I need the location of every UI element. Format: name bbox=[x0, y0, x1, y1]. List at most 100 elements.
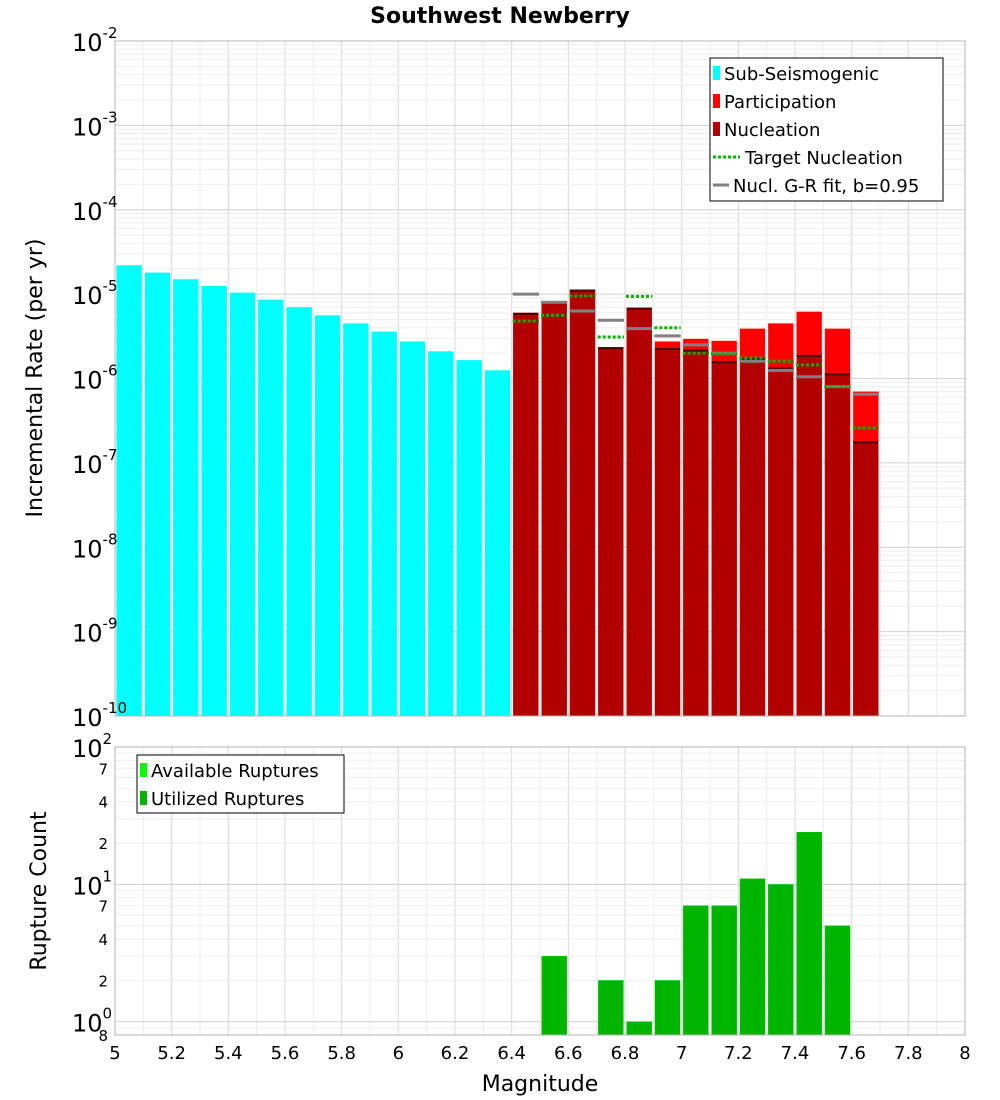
y-tick-exponent: -5 bbox=[103, 277, 118, 295]
legend-label-participation: Participation bbox=[724, 92, 836, 113]
bar-nucleation bbox=[824, 373, 851, 716]
bottom-y-minor-tick-label: 7 bbox=[98, 760, 108, 778]
bar-sub-seismogenic bbox=[484, 370, 511, 716]
bar-sub-seismogenic bbox=[201, 285, 227, 716]
y-tick-base: 10 bbox=[72, 198, 103, 226]
y-tick-base: 10 bbox=[72, 735, 103, 763]
bar-utilized-ruptures bbox=[768, 884, 794, 1035]
top-y-tick-label: 10-8 bbox=[72, 530, 118, 563]
top-y-tick-label: 10-3 bbox=[72, 108, 118, 141]
bar-sub-seismogenic bbox=[428, 351, 454, 716]
legend-label-nucleation: Nucleation bbox=[724, 120, 820, 141]
y-tick-base: 10 bbox=[72, 535, 103, 563]
x-tick-label: 5.4 bbox=[214, 1043, 243, 1064]
y-tick-base: 10 bbox=[72, 367, 103, 395]
bar-sub-seismogenic bbox=[229, 292, 256, 716]
x-tick-label: 6.4 bbox=[497, 1043, 526, 1064]
x-axis-label: Magnitude bbox=[482, 1072, 599, 1097]
y-tick-exponent: -4 bbox=[103, 193, 118, 211]
y-tick-base: 10 bbox=[72, 451, 103, 479]
x-tick-label: 8 bbox=[959, 1043, 970, 1064]
y-tick-base: 10 bbox=[72, 282, 103, 310]
x-tick-label: 7.4 bbox=[781, 1043, 810, 1064]
bar-sub-seismogenic bbox=[399, 341, 426, 716]
bottom-y-minor-tick-label: 4 bbox=[98, 794, 108, 812]
bar-utilized-ruptures bbox=[541, 956, 567, 1035]
top-y-tick-label: 10-6 bbox=[72, 362, 118, 395]
y-tick-base: 10 bbox=[72, 1010, 103, 1038]
top-legend: Sub-Seismogenic Participation Nucleation… bbox=[709, 57, 944, 202]
x-axis: 5 5.2 5.4 5.6 5.8 6 6.2 6.4 6.6 6.8 7 7.2 7.4 7.6 7.8 8 bbox=[109, 1043, 970, 1064]
top-y-tick-label: 10-5 bbox=[72, 277, 118, 310]
bar-utilized-ruptures bbox=[824, 925, 851, 1035]
y-tick-exponent: 0 bbox=[103, 1005, 113, 1023]
x-tick-label: 5.2 bbox=[157, 1043, 186, 1064]
bottom-plot-frame bbox=[114, 746, 966, 1036]
x-tick-label: 5 bbox=[109, 1043, 120, 1064]
bottom-y-tick-label: 101 bbox=[72, 867, 112, 900]
top-grid bbox=[114, 41, 966, 717]
x-tick-label: 7 bbox=[676, 1043, 687, 1064]
x-tick-label: 6.8 bbox=[611, 1043, 640, 1064]
bottom-y-minor-tick-label: 7 bbox=[98, 898, 108, 916]
bar-sub-seismogenic bbox=[116, 265, 142, 716]
x-tick-label: 7.2 bbox=[724, 1043, 753, 1064]
bar-nucleation bbox=[598, 347, 624, 716]
x-tick-label: 5.8 bbox=[327, 1043, 356, 1064]
chart-title: Southwest Newberry bbox=[370, 4, 630, 29]
legend-label-available-ruptures: Available Ruptures bbox=[151, 761, 319, 782]
bar-sub-seismogenic bbox=[173, 279, 199, 716]
x-tick-label: 6 bbox=[393, 1043, 404, 1064]
bar-sub-seismogenic bbox=[314, 315, 341, 716]
bottom-y-tick-label: 102 bbox=[72, 730, 112, 763]
legend-swatch-sub-seismogenic bbox=[713, 66, 720, 80]
y-tick-base: 10 bbox=[72, 704, 103, 732]
y-tick-exponent: -9 bbox=[103, 615, 118, 633]
bar-sub-seismogenic bbox=[144, 272, 171, 716]
bar-sub-seismogenic bbox=[286, 307, 312, 716]
legend-label-target-nucleation: Target Nucleation bbox=[744, 148, 903, 169]
bar-nucleation bbox=[513, 312, 539, 716]
bar-utilized-ruptures bbox=[598, 980, 624, 1035]
bottom-y-minor-tick-label: 2 bbox=[98, 835, 108, 853]
top-y-tick-label: 10-2 bbox=[72, 24, 118, 57]
y-tick-exponent: -2 bbox=[103, 24, 118, 42]
y-tick-base: 10 bbox=[72, 872, 103, 900]
bar-nucleation bbox=[626, 307, 652, 716]
bar-utilized-ruptures bbox=[796, 832, 822, 1035]
y-tick-exponent: 2 bbox=[103, 730, 113, 748]
bar-nucleation bbox=[654, 347, 681, 716]
top-y-axis: 10-210-310-410-510-610-710-810-910-10 bbox=[72, 24, 127, 732]
legend-label-utilized-ruptures: Utilized Ruptures bbox=[151, 789, 304, 810]
bar-nucleation bbox=[711, 361, 737, 716]
bar-utilized-ruptures bbox=[739, 878, 766, 1035]
legend-label-gr-fit: Nucl. G-R fit, b=0.95 bbox=[733, 176, 919, 197]
y-tick-exponent: -10 bbox=[103, 699, 128, 717]
x-tick-label: 7.8 bbox=[894, 1043, 923, 1064]
top-y-tick-label: 10-10 bbox=[72, 699, 127, 732]
top-bars bbox=[116, 265, 879, 716]
top-y-tick-label: 10-7 bbox=[72, 446, 118, 479]
bottom-bars bbox=[541, 832, 851, 1035]
bottom-y-tick-label: 100 bbox=[72, 1005, 112, 1038]
bar-nucleation bbox=[853, 441, 879, 716]
bar-sub-seismogenic bbox=[343, 323, 369, 716]
y-tick-exponent: -7 bbox=[103, 446, 118, 464]
bar-nucleation bbox=[739, 357, 766, 716]
x-tick-label: 5.6 bbox=[271, 1043, 300, 1064]
bottom-legend: Available Ruptures Utilized Ruptures bbox=[136, 754, 345, 814]
bar-utilized-ruptures bbox=[626, 1021, 652, 1035]
y-tick-exponent: -3 bbox=[103, 108, 118, 126]
y-tick-base: 10 bbox=[72, 620, 103, 648]
y-tick-exponent: 1 bbox=[103, 867, 113, 885]
top-lines bbox=[512, 292, 879, 430]
bar-nucleation bbox=[683, 349, 709, 716]
top-y-tick-label: 10-4 bbox=[72, 193, 118, 226]
y-tick-base: 10 bbox=[72, 113, 103, 141]
legend-label-sub-seismogenic: Sub-Seismogenic bbox=[724, 64, 879, 85]
bar-sub-seismogenic bbox=[258, 299, 284, 716]
bar-utilized-ruptures bbox=[711, 905, 737, 1035]
bar-sub-seismogenic bbox=[456, 360, 482, 716]
